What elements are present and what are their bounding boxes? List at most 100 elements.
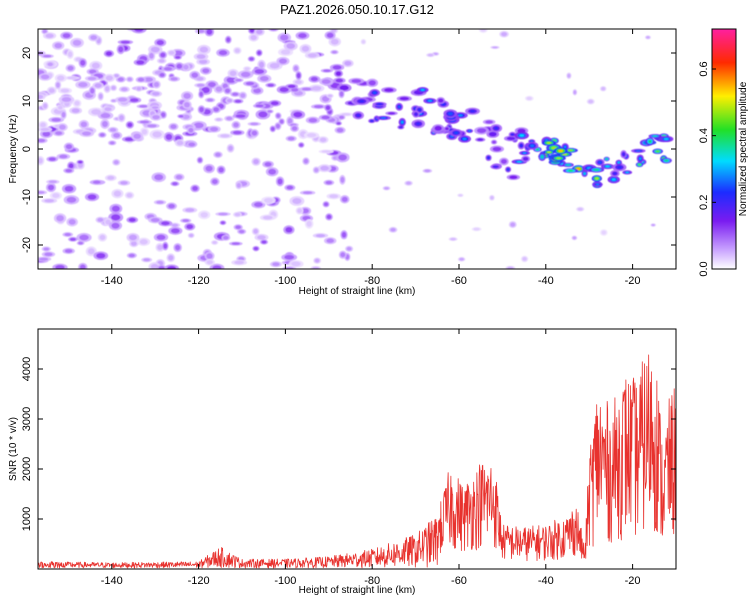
spectrogram-ridge-blob-core	[458, 114, 463, 117]
spectrogram-noise-blob	[92, 180, 101, 184]
spectrogram-noise-blob	[198, 158, 202, 163]
spectrogram-noise-blob	[207, 81, 216, 88]
spectrogram-noise-blob	[77, 160, 83, 164]
snr-x-tick-label: -140	[101, 575, 123, 587]
spectrogram-noise-blob	[236, 183, 241, 188]
spectrogram-ridge-blob	[240, 93, 246, 98]
snr-y-axis-label: SNR (10 * v/v)	[8, 417, 19, 481]
spectrogram-noise-blob	[226, 37, 231, 43]
spectrogram-ridge-blob	[159, 73, 165, 77]
spectrogram-ridge-blob	[384, 88, 394, 92]
spectrogram-noise-blob	[52, 193, 60, 199]
spectrogram-noise-blob	[62, 33, 71, 39]
spectrogram-noise-blob	[280, 34, 289, 41]
colorbar: 0.0 0.2 0.4 0.6 Normalized spectral amplitu…	[698, 28, 749, 277]
spectrogram-ridge-blob-core	[595, 177, 599, 180]
snr-x-tick-label: -60	[451, 575, 467, 587]
spectrogram-faint-blob	[651, 223, 655, 227]
spectrogram-noise-blob	[211, 179, 218, 185]
spectrogram-ridge-blob	[57, 105, 63, 110]
spectrogram-noise-blob	[326, 214, 332, 220]
spectrogram-ridge-blob	[437, 98, 444, 103]
spectrogram-ridge-blob-core	[566, 164, 570, 166]
spectrogram-y-tick-label: 10	[21, 95, 33, 107]
spectrogram-noise-blob	[330, 38, 339, 45]
spectrogram-noise-blob	[170, 228, 180, 234]
spectrogram-y-tick-label: -10	[21, 189, 33, 205]
spectrogram-faint-blob	[572, 236, 577, 240]
spectrogram-ridge-blob-core	[356, 114, 361, 117]
spectrogram-noise-blob	[251, 130, 258, 136]
spectrogram-noise-blob	[212, 265, 222, 269]
spectrogram-noise-blob	[64, 249, 73, 253]
spectrogram-ridge-blob-core	[399, 126, 402, 128]
spectrogram-ridge-blob	[71, 108, 80, 113]
spectrogram-noise-blob	[286, 185, 294, 190]
spectrogram-ridge-blob	[254, 69, 265, 74]
spectrogram-faint-blob	[646, 36, 650, 39]
spectrogram-ridge-blob	[117, 97, 128, 102]
spectrogram-y-axis: -20 -10 0 10 20	[21, 47, 676, 253]
snr-y-tick-label: 2000	[21, 457, 33, 481]
spectrogram-noise-blob	[215, 118, 222, 121]
spectrogram-noise-blob	[185, 208, 195, 212]
spectrogram-ridge-blob-core	[398, 105, 401, 109]
spectrogram-ridge-blob	[133, 133, 141, 139]
figure-title: PAZ1.2026.050.10.17.G12	[280, 2, 434, 17]
spectrogram-ridge-blob	[147, 124, 157, 128]
snr-panel: -140 -120 -100 -80 -60 -40 -20 1000 2000 3000 400…	[8, 328, 677, 596]
spectrogram-noise-blob	[38, 157, 43, 164]
spectrogram-noise-blob	[68, 219, 76, 225]
spectrogram-ridge-blob-core	[611, 178, 616, 181]
spectrogram-noise-blob	[206, 29, 213, 35]
colorbar-frame	[711, 28, 737, 270]
spectrogram-noise-blob	[64, 185, 74, 192]
spectrogram-noise-blob	[235, 78, 242, 82]
spectrogram-noise-blob	[141, 129, 148, 135]
spectrogram-ridge-blob	[151, 106, 159, 109]
spectrogram-noise-blob	[48, 180, 57, 184]
spectrogram-ridge-blob-core	[448, 112, 453, 116]
spectrogram-ridge-blob	[117, 77, 124, 82]
spectrogram-noise-blob	[160, 52, 166, 58]
spectrogram-ridge-blob-core	[520, 144, 523, 147]
spectrogram-x-tick-label: -60	[451, 275, 467, 287]
spectrogram-noise-blob	[253, 159, 259, 165]
spectrogram-faint-blob	[384, 186, 389, 190]
spectrogram-noise-blob	[192, 186, 198, 191]
spectrogram-ridge-blob-core	[617, 161, 620, 164]
spectrogram-noise-blob	[314, 258, 320, 263]
spectrogram-noise-blob	[229, 70, 237, 77]
spectrogram-noise-blob	[301, 45, 310, 52]
spectrogram-noise-blob	[303, 158, 309, 164]
spectrogram-ridge-blob-core	[516, 160, 522, 163]
spectrogram-ridge-blob	[351, 79, 362, 83]
spectrogram-ridge-blob	[55, 82, 60, 88]
spectrogram-ridge-blob	[152, 115, 160, 120]
spectrogram-ridge-blob	[226, 116, 233, 121]
spectrogram-faint-blob	[577, 207, 583, 211]
spectrogram-noise-blob	[67, 65, 74, 71]
spectrogram-noise-blob	[165, 133, 173, 140]
spectrogram-ridge-blob-core	[507, 168, 510, 171]
spectrogram-ridge-blob	[206, 98, 214, 102]
spectrogram-ridge-blob-core	[635, 150, 641, 152]
snr-x-tick-label: -40	[538, 575, 554, 587]
spectrogram-y-axis-label: Frequency (Hz)	[8, 115, 19, 184]
spectrogram-noise-blob	[269, 62, 280, 69]
spectrogram-noise-blob	[272, 262, 280, 267]
spectrogram-blobs	[38, 29, 674, 269]
spectrogram-x-tick-label: -40	[538, 275, 554, 287]
spectrogram-ridge-blob-core	[567, 149, 573, 152]
spectrogram-noise-blob	[250, 34, 257, 41]
spectrogram-noise-blob	[91, 62, 100, 69]
spectrogram-ridge-blob	[163, 67, 173, 71]
spectrogram-ridge-blob-core	[494, 126, 499, 130]
spectrogram-noise-blob	[286, 43, 296, 49]
spectrogram-ridge-blob	[139, 105, 148, 108]
spectrogram-ridge-blob-core	[563, 145, 567, 149]
spectrogram-ridge-blob	[270, 126, 275, 131]
spectrogram-ridge-blob	[240, 71, 251, 78]
spectrogram-faint-blob	[588, 99, 594, 104]
